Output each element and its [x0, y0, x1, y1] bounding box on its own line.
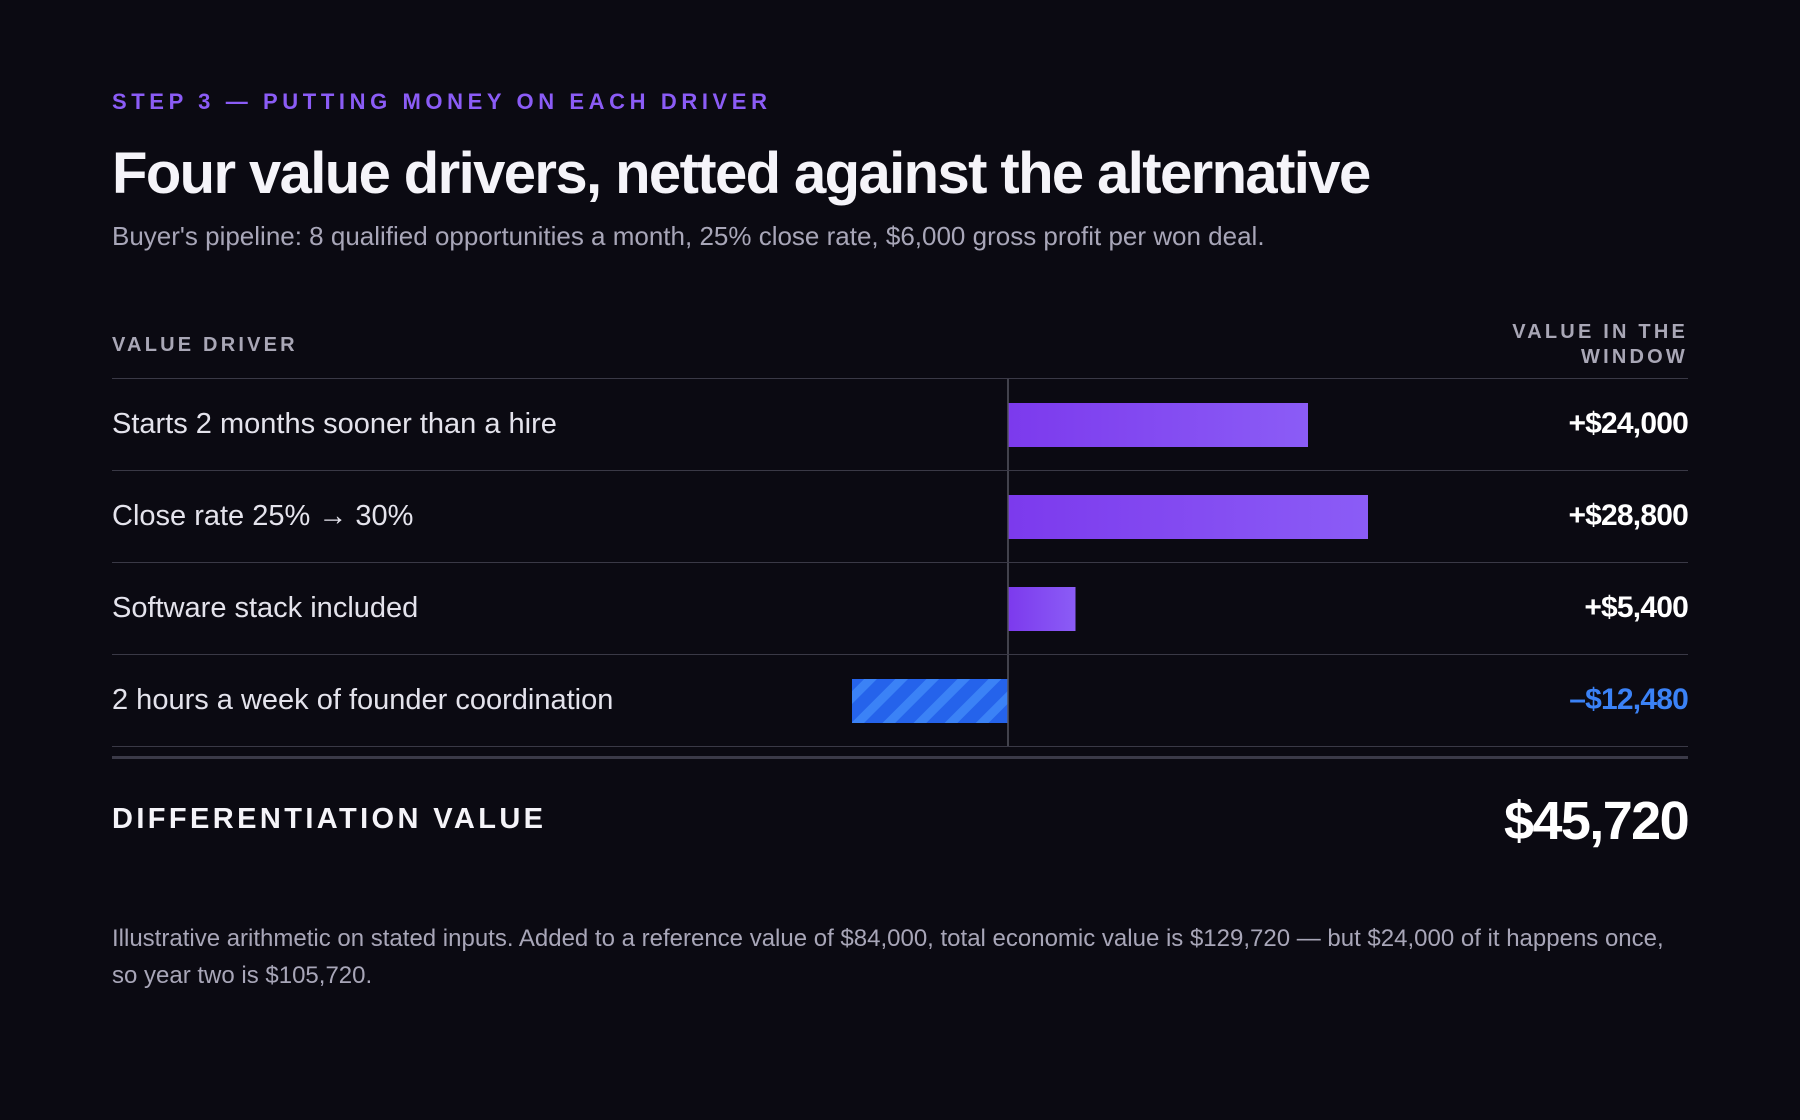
footnote: Illustrative arithmetic on stated inputs… [112, 925, 1664, 989]
driver-bar-chart [852, 379, 1368, 746]
positive-value-bar [1008, 495, 1368, 539]
driver-value: +$28,800 [1568, 499, 1688, 532]
driver-label: 2 hours a week of founder coordination [112, 684, 614, 716]
page-subtitle: Buyer's pipeline: 8 qualified opportunit… [112, 221, 1265, 251]
driver-value: +$5,400 [1584, 591, 1688, 624]
positive-value-bar [1008, 403, 1308, 447]
step-eyebrow: STEP 3 — PUTTING MONEY ON EACH DRIVER [112, 89, 772, 114]
row-divider [112, 470, 1688, 471]
positive-value-bar [1008, 587, 1076, 631]
total-label: DIFFERENTIATION VALUE [112, 803, 547, 835]
driver-value: +$24,000 [1568, 407, 1688, 440]
driver-label: Software stack included [112, 592, 419, 624]
driver-value-negative: –$12,480 [1569, 683, 1689, 716]
row-divider [112, 654, 1688, 655]
driver-label: Starts 2 months sooner than a hire [112, 408, 557, 440]
column-header-value: VALUE IN THE WINDOW [1512, 321, 1688, 368]
column-header-driver: VALUE DRIVER [112, 334, 298, 356]
row-divider [112, 562, 1688, 563]
total-divider [112, 756, 1688, 759]
row-divider [112, 746, 1688, 747]
page-title: Four value drivers, netted against the a… [112, 141, 1371, 206]
driver-label: Close rate 25% → 30% [112, 500, 414, 532]
header-divider [112, 378, 1688, 379]
total-value: $45,720 [1504, 791, 1690, 851]
negative-value-bar [852, 679, 1008, 723]
